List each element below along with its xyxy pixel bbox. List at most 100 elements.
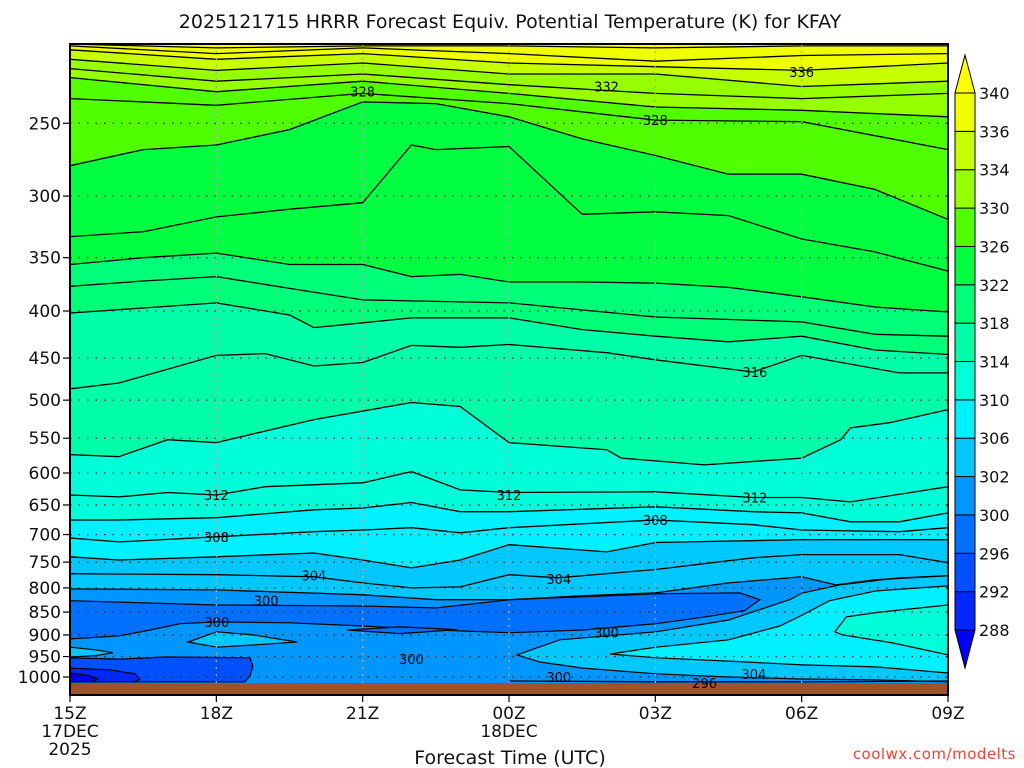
- contour-line-312: [70, 470, 948, 503]
- x-tick-label: 09Z: [931, 704, 964, 724]
- contour-line-318: [70, 302, 948, 356]
- colorbar-label: 318: [979, 314, 1010, 333]
- x-tick-label: 21Z: [346, 704, 379, 724]
- contour-label: 336: [789, 66, 814, 81]
- region-fill-304: [70, 646, 113, 658]
- x-tick-sublabel: 17DEC: [41, 722, 98, 742]
- colorbar-box-314: [954, 322, 976, 362]
- x-tick-sublabel: 18DEC: [480, 722, 537, 742]
- colorbar-box-318: [954, 284, 976, 324]
- colorbar-box-330: [954, 169, 976, 209]
- contour-line-302: [70, 575, 948, 601]
- contour-labels: 336 332 328 328 316 312 312 312 308 308 304 304 300 3…: [204, 66, 814, 692]
- contour-line-304: [70, 553, 948, 589]
- colorbar-box-306: [954, 399, 976, 439]
- contour-label: 300: [399, 653, 424, 668]
- colorbar-box-326: [954, 207, 976, 247]
- colorbar-box-302: [954, 437, 976, 478]
- colorbar-label: 334: [979, 161, 1010, 180]
- y-tick-label: 350: [29, 249, 61, 269]
- contour-line-310: [70, 501, 948, 523]
- contour-label: 312: [204, 489, 229, 504]
- contour-line-322: [70, 252, 948, 313]
- colorbar-label: 288: [979, 621, 1010, 640]
- y-tick-label: 300: [29, 187, 61, 207]
- contour-line-314: [70, 401, 948, 466]
- contour-label: 312: [497, 489, 522, 504]
- contour-line-324: [70, 144, 948, 272]
- filled-contours: [70, 44, 948, 695]
- colorbar-label: 300: [979, 506, 1010, 525]
- colorbar-box-300: [954, 476, 976, 516]
- grid: [70, 44, 948, 695]
- colorbar-box-334: [954, 130, 976, 171]
- contour-label: 300: [204, 616, 229, 631]
- colorbar-label: 336: [979, 122, 1010, 141]
- region-fill-298: [347, 626, 457, 635]
- y-tick-label: 900: [29, 626, 61, 646]
- contour-line-332: [70, 67, 948, 100]
- colorbar-box-296: [954, 514, 976, 554]
- colorbar-box-322: [954, 245, 976, 286]
- ground-fill: [70, 682, 948, 695]
- colorbar-label: 306: [979, 429, 1010, 448]
- colorbar-label: 326: [979, 237, 1010, 256]
- y-tick-label: 950: [29, 648, 61, 668]
- contour-line-308: [70, 519, 948, 543]
- colorbar-box-336: [954, 92, 976, 132]
- y-tick-label: 700: [29, 526, 61, 546]
- contour-label: 316: [742, 366, 767, 381]
- colorbar-label: 330: [979, 199, 1010, 218]
- contour-label: 304: [546, 573, 571, 588]
- region-fill-312: [833, 604, 948, 656]
- x-tick-sublabel: 2025: [48, 740, 91, 760]
- contour-line-296: [508, 680, 948, 683]
- ground-layer: [70, 682, 948, 695]
- credit-link[interactable]: coolwx.com/modelts: [853, 745, 1016, 763]
- y-tick-label: 600: [29, 464, 61, 484]
- region-fill-298: [70, 592, 761, 640]
- contour-label: 300: [594, 627, 619, 642]
- colorbar-box-288: [954, 591, 976, 631]
- contour-lines: [70, 44, 948, 683]
- contour-label: 308: [643, 514, 668, 529]
- colorbar-label: 310: [979, 391, 1010, 410]
- colorbar-box-310: [954, 361, 976, 401]
- colorbar-min-triangle: [954, 629, 976, 670]
- contour-label: 300: [254, 595, 279, 610]
- colorbar-box-292: [954, 552, 976, 593]
- y-tick-label: 450: [29, 349, 61, 369]
- chart-title: 2025121715 HRRR Forecast Equiv. Potentia…: [179, 11, 842, 33]
- colorbar-label: 302: [979, 468, 1010, 487]
- region-fill-286: [70, 672, 100, 683]
- contour-label: 296: [692, 677, 717, 692]
- y-axis: 250 300 350 400 450 500 550 600 650 700 750 800 850 9…: [18, 114, 70, 688]
- contour-label: 332: [594, 80, 619, 95]
- colorbar-label: 340: [979, 84, 1010, 103]
- contour-line-306: [70, 539, 948, 569]
- contour-label: 304: [741, 668, 766, 683]
- contour-label: 304: [301, 570, 326, 585]
- y-tick-label: 750: [29, 553, 61, 573]
- contour-label: 312: [742, 492, 767, 507]
- contour-line-316: [70, 343, 948, 390]
- contour-label: 328: [643, 114, 668, 129]
- x-axis-label: Forecast Time (UTC): [414, 747, 605, 768]
- y-tick-label: 1000: [18, 668, 61, 688]
- contour-line-320: [70, 275, 948, 337]
- y-tick-label: 650: [29, 496, 61, 516]
- contour-label: 328: [350, 86, 375, 101]
- contour-line-326: [70, 101, 948, 221]
- colorbar-label: 322: [979, 276, 1010, 295]
- contour-label: 300: [546, 671, 571, 686]
- contour-label: 308: [204, 531, 229, 546]
- y-tick-label: 850: [29, 603, 61, 623]
- x-tick-label: 06Z: [785, 704, 818, 724]
- colorbar-label: 292: [979, 583, 1010, 602]
- colorbar: 288 292 296 300 302 306 310 314 318 322 326 330 334 3…: [954, 53, 1010, 670]
- x-tick-label: 00Z: [492, 704, 525, 724]
- x-tick-label: 18Z: [200, 704, 233, 724]
- colorbar-max-triangle: [954, 53, 976, 94]
